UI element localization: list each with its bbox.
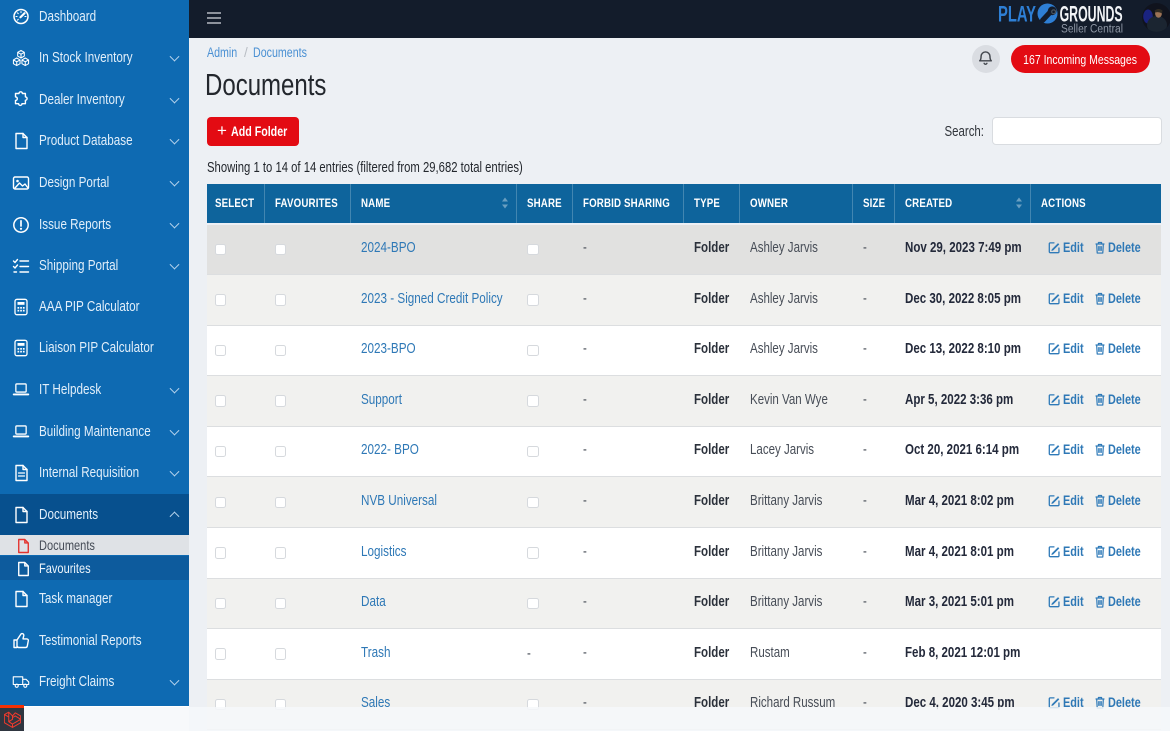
svg-text:Seller Central: Seller Central [1061, 24, 1123, 36]
svg-text:PLAY: PLAY [998, 2, 1036, 27]
svg-text:GROUNDS: GROUNDS [1060, 2, 1123, 27]
